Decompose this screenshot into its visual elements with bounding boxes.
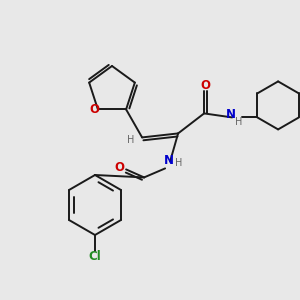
Text: Cl: Cl: [88, 250, 101, 263]
Text: H: H: [128, 135, 135, 146]
Text: H: H: [236, 117, 243, 128]
Text: O: O: [200, 79, 210, 92]
Text: O: O: [114, 161, 124, 174]
Text: H: H: [176, 158, 183, 168]
Text: N: N: [226, 108, 236, 121]
Text: N: N: [164, 154, 174, 167]
Text: O: O: [89, 103, 99, 116]
